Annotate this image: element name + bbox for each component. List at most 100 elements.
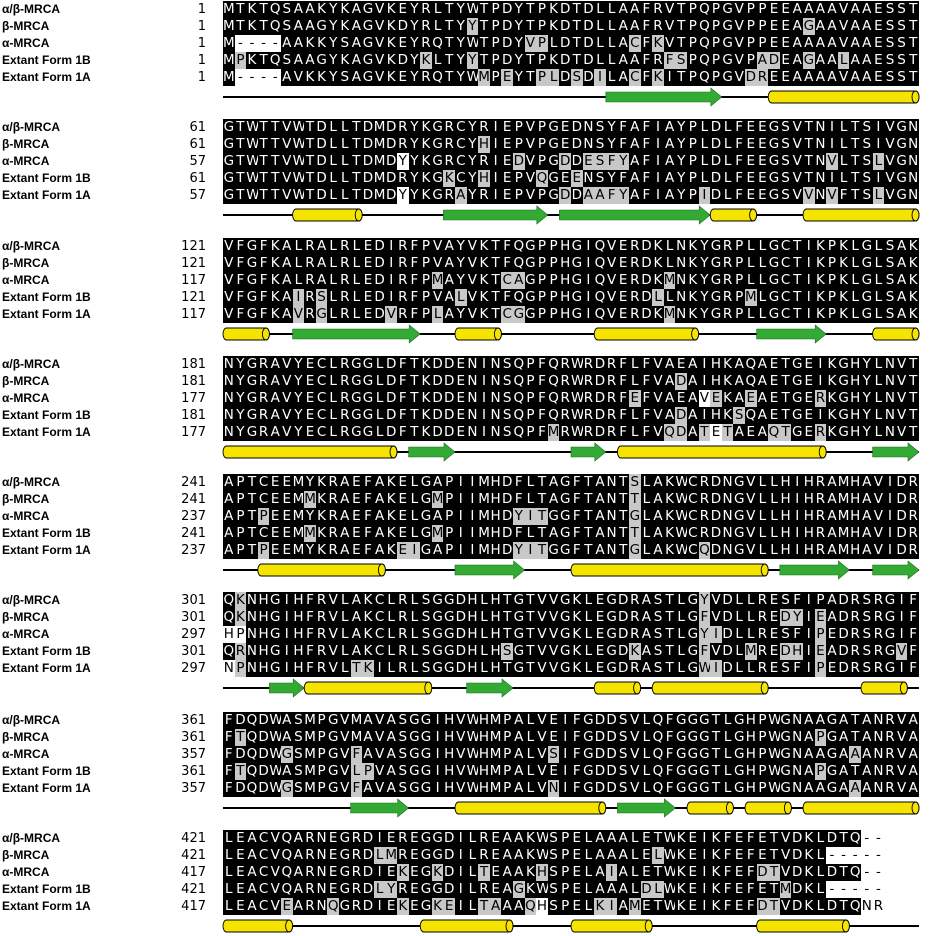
residue: E bbox=[594, 643, 606, 660]
residue: P bbox=[745, 35, 757, 52]
residue: R bbox=[582, 356, 595, 373]
residue: R bbox=[397, 136, 409, 153]
residue: R bbox=[605, 356, 618, 373]
residue: A bbox=[431, 474, 444, 491]
residue: L bbox=[768, 525, 780, 542]
residue: P bbox=[257, 508, 270, 525]
residue: E bbox=[872, 69, 885, 86]
residue: Q bbox=[745, 407, 757, 424]
residue: P bbox=[315, 712, 328, 729]
residue: K bbox=[652, 255, 664, 272]
residue: T bbox=[582, 491, 595, 508]
residue: H bbox=[803, 508, 815, 525]
residue: R bbox=[397, 609, 409, 626]
alignment-row: β-MRCA 421 L E A C V Q A R N E G R D L M R E G G D I L R E A A K W S P E… bbox=[0, 847, 935, 864]
residue: - bbox=[872, 881, 885, 898]
residue: F bbox=[397, 407, 409, 424]
residue: A bbox=[281, 238, 293, 255]
residue: F bbox=[640, 52, 653, 69]
residue: L bbox=[350, 306, 363, 323]
residue: G bbox=[420, 881, 432, 898]
residue: G bbox=[582, 729, 595, 746]
residue: L bbox=[350, 763, 363, 780]
residue: P bbox=[814, 626, 827, 643]
residue: R bbox=[397, 592, 409, 609]
residue: R bbox=[907, 525, 919, 542]
residue: L bbox=[640, 491, 653, 508]
residue: N bbox=[721, 508, 734, 525]
sequence-name: α/β-MRCA bbox=[2, 120, 61, 134]
sequence-name: α/β-MRCA bbox=[2, 2, 61, 16]
residue: E bbox=[779, 18, 792, 35]
residue: A bbox=[895, 255, 908, 272]
residue: C bbox=[455, 170, 467, 187]
residue: V bbox=[524, 136, 537, 153]
residue: A bbox=[640, 609, 653, 626]
residue: K bbox=[663, 508, 676, 525]
residue: L bbox=[350, 289, 363, 306]
residue: N bbox=[315, 830, 328, 847]
residue: F bbox=[571, 542, 583, 559]
residue: P bbox=[756, 780, 769, 797]
start-position: 301 bbox=[181, 644, 206, 659]
residue: F bbox=[907, 626, 919, 643]
residue: L bbox=[594, 18, 606, 35]
residue: G bbox=[431, 170, 444, 187]
residue: A bbox=[513, 830, 525, 847]
sequence-name: Extant Form 1B bbox=[2, 53, 91, 67]
residue: V bbox=[327, 643, 339, 660]
residue: V bbox=[455, 746, 467, 763]
start-position: 117 bbox=[181, 273, 206, 288]
residue: T bbox=[663, 609, 676, 626]
residue: P bbox=[559, 847, 571, 864]
residue: A bbox=[687, 407, 699, 424]
secondary-structure-track bbox=[222, 324, 920, 344]
residue: K bbox=[721, 356, 734, 373]
residue: L bbox=[768, 542, 780, 559]
residue: Y bbox=[304, 508, 316, 525]
residue: R bbox=[350, 881, 363, 898]
residue: A bbox=[281, 69, 293, 86]
residue: L bbox=[292, 255, 305, 272]
residue: V bbox=[895, 780, 908, 797]
residue: R bbox=[756, 660, 769, 677]
residue: P bbox=[733, 289, 745, 306]
residue: V bbox=[629, 729, 641, 746]
residue: M bbox=[373, 153, 386, 170]
residue: R bbox=[814, 424, 827, 441]
residue: Q bbox=[652, 780, 664, 797]
residue: D bbox=[443, 390, 455, 407]
residue: N bbox=[246, 609, 258, 626]
residue: A bbox=[292, 18, 305, 35]
residue: Y bbox=[455, 238, 467, 255]
helix-cylinder bbox=[802, 801, 920, 815]
residue: N bbox=[791, 780, 803, 797]
residue: A bbox=[861, 542, 873, 559]
residue: S bbox=[397, 712, 409, 729]
residue: E bbox=[756, 170, 769, 187]
residue: M bbox=[779, 881, 792, 898]
residue: E bbox=[756, 881, 769, 898]
residue: D bbox=[710, 170, 722, 187]
residue: A bbox=[350, 626, 363, 643]
residue: L bbox=[814, 864, 827, 881]
residue: L bbox=[745, 255, 757, 272]
residue: L bbox=[733, 660, 745, 677]
residue: L bbox=[698, 170, 711, 187]
residue: F bbox=[223, 746, 235, 763]
residue: H bbox=[849, 424, 861, 441]
residue: H bbox=[443, 780, 455, 797]
residue: E bbox=[397, 69, 409, 86]
residue: G bbox=[362, 356, 374, 373]
residue: I bbox=[559, 780, 571, 797]
residue: Q bbox=[223, 643, 235, 660]
residue: V bbox=[455, 780, 467, 797]
residue: G bbox=[362, 35, 374, 52]
residue: T bbox=[849, 136, 861, 153]
residue: T bbox=[710, 780, 722, 797]
residue: G bbox=[547, 119, 560, 136]
residue: M bbox=[489, 729, 502, 746]
residue: Q bbox=[327, 898, 339, 915]
residue: N bbox=[605, 508, 618, 525]
secondary-structure-track bbox=[222, 442, 920, 462]
